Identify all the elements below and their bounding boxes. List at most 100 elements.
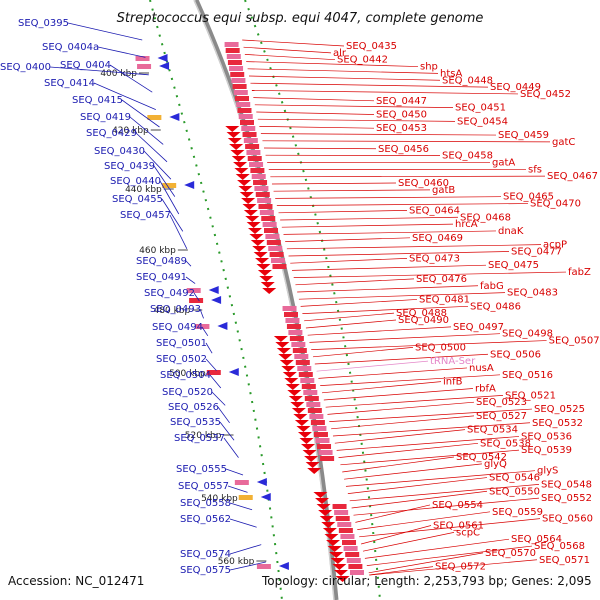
right-leader-line bbox=[323, 388, 474, 401]
cog-category-block bbox=[224, 42, 239, 47]
right-leader-line bbox=[283, 230, 497, 235]
cog-category-block bbox=[346, 558, 361, 563]
cog-category-block bbox=[269, 252, 284, 257]
cog-category-block bbox=[282, 306, 297, 311]
cog-category-block bbox=[236, 102, 251, 107]
right-leader-line bbox=[256, 111, 375, 115]
right-gene-label: SEQ_0467 bbox=[547, 171, 598, 182]
right-leader-line bbox=[297, 285, 479, 293]
right-gene-label: rbfA bbox=[475, 384, 496, 395]
right-leader-line bbox=[250, 82, 489, 88]
forward-gene-arrow bbox=[279, 360, 294, 366]
forward-gene-arrow bbox=[316, 504, 331, 510]
right-gene-label: SEQ_0568 bbox=[534, 541, 585, 552]
tick-label: 440 kbp bbox=[125, 185, 162, 195]
left-gene-label: SEQ_0575 bbox=[180, 565, 231, 576]
right-gene-label: SEQ_0554 bbox=[432, 500, 483, 511]
right-gene-label: SEQ_0476 bbox=[416, 274, 467, 285]
right-gene-label: SEQ_0521 bbox=[505, 390, 556, 401]
right-gene-label: SEQ_0475 bbox=[488, 260, 539, 271]
right-leader-line bbox=[349, 484, 540, 502]
right-leader-line bbox=[362, 532, 455, 552]
cog-category-block bbox=[206, 370, 221, 375]
cog-category-block bbox=[147, 115, 162, 120]
left-gene-label: SEQ_0415 bbox=[72, 95, 123, 106]
right-leader-line bbox=[353, 497, 540, 516]
forward-gene-arrow bbox=[237, 180, 252, 186]
forward-gene-arrow bbox=[288, 396, 303, 402]
right-leader-line bbox=[291, 264, 487, 271]
cog-category-block bbox=[271, 258, 286, 263]
left-gene-label: SEQ_0414 bbox=[44, 78, 95, 89]
cog-category-block bbox=[265, 234, 280, 239]
right-gene-label: SEQ_0451 bbox=[455, 103, 506, 114]
cog-category-block bbox=[231, 78, 246, 83]
left-gene-label: SEQ_0491 bbox=[136, 272, 187, 283]
right-gene-label: SEQ_0571 bbox=[539, 555, 590, 566]
cog-category-block bbox=[310, 420, 325, 425]
right-leader-line bbox=[347, 477, 488, 494]
left-gene-label: SEQ_0501 bbox=[156, 338, 207, 349]
cog-category-block bbox=[195, 324, 210, 329]
right-gene-label: tRNA-Ser bbox=[430, 356, 476, 367]
right-leader-line bbox=[368, 552, 484, 574]
right-leader-line bbox=[271, 182, 397, 185]
cog-category-block bbox=[233, 90, 248, 95]
right-gene-label: SEQ_0516 bbox=[502, 370, 553, 381]
right-leader-line bbox=[325, 395, 504, 408]
reverse-gene-arrow bbox=[169, 113, 180, 121]
forward-gene-arrow bbox=[255, 258, 270, 264]
cog-category-block bbox=[335, 516, 350, 521]
right-leader-line bbox=[260, 133, 497, 136]
right-gene-label: SEQ_0490 bbox=[398, 315, 449, 326]
right-leader-line bbox=[359, 518, 541, 538]
cog-category-block bbox=[189, 298, 204, 303]
tick-label: 480 kbp bbox=[154, 306, 191, 316]
forward-gene-arrow bbox=[253, 252, 268, 258]
cog-category-block bbox=[340, 534, 355, 539]
right-gene-label: gatA bbox=[492, 157, 515, 168]
right-gene-label: SEQ_0523 bbox=[476, 397, 527, 408]
left-leader-line bbox=[159, 180, 180, 215]
left-leader-line bbox=[109, 64, 153, 93]
right-gene-label: SEQ_0548 bbox=[541, 479, 592, 490]
right-leader-line bbox=[312, 347, 414, 358]
cog-category-block bbox=[253, 180, 268, 185]
left-gene-label: SEQ_0395 bbox=[18, 18, 69, 29]
right-gene-label: SEQ_0456 bbox=[378, 144, 429, 155]
forward-gene-arrow bbox=[285, 384, 300, 390]
outer-dotted-track bbox=[244, 0, 381, 600]
right-gene-label: SEQ_0449 bbox=[490, 82, 541, 93]
right-gene-label: shp bbox=[420, 62, 438, 73]
right-gene-label: SEQ_0448 bbox=[442, 75, 493, 86]
right-gene-label: SEQ_0442 bbox=[337, 55, 388, 66]
right-gene-label: SEQ_0527 bbox=[476, 411, 527, 422]
forward-gene-arrow bbox=[276, 348, 291, 354]
cog-category-block bbox=[304, 396, 319, 401]
left-leader-line bbox=[67, 22, 143, 41]
gene-features bbox=[135, 42, 364, 582]
forward-gene-arrow bbox=[233, 162, 248, 168]
left-leader-line bbox=[143, 150, 172, 180]
reverse-gene-arrow bbox=[211, 296, 222, 304]
cog-category-block bbox=[288, 330, 303, 335]
cog-category-block bbox=[348, 564, 363, 569]
cog-category-block bbox=[226, 54, 241, 59]
cog-category-block bbox=[266, 240, 281, 245]
left-leader-line bbox=[223, 437, 239, 458]
cog-category-block bbox=[241, 126, 256, 131]
left-gene-label: SEQ_0558 bbox=[180, 498, 231, 509]
forward-gene-arrow bbox=[242, 204, 257, 210]
right-gene-label: SEQ_0459 bbox=[498, 130, 549, 141]
forward-gene-arrow bbox=[281, 366, 296, 372]
reverse-gene-arrow bbox=[278, 562, 289, 570]
cog-category-block bbox=[315, 438, 330, 443]
cog-category-block bbox=[345, 552, 360, 557]
left-gene-label: SEQ_0457 bbox=[120, 210, 171, 221]
cog-category-block bbox=[291, 342, 306, 347]
right-gene-label: htsA bbox=[440, 68, 462, 79]
reverse-gene-arrow bbox=[208, 286, 219, 294]
left-gene-label: SEQ_0439 bbox=[104, 161, 155, 172]
right-leader-line bbox=[246, 61, 419, 67]
right-gene-labels: SEQ_0435alrSEQ_0442shphtsASEQ_0448SEQ_04… bbox=[242, 39, 600, 576]
